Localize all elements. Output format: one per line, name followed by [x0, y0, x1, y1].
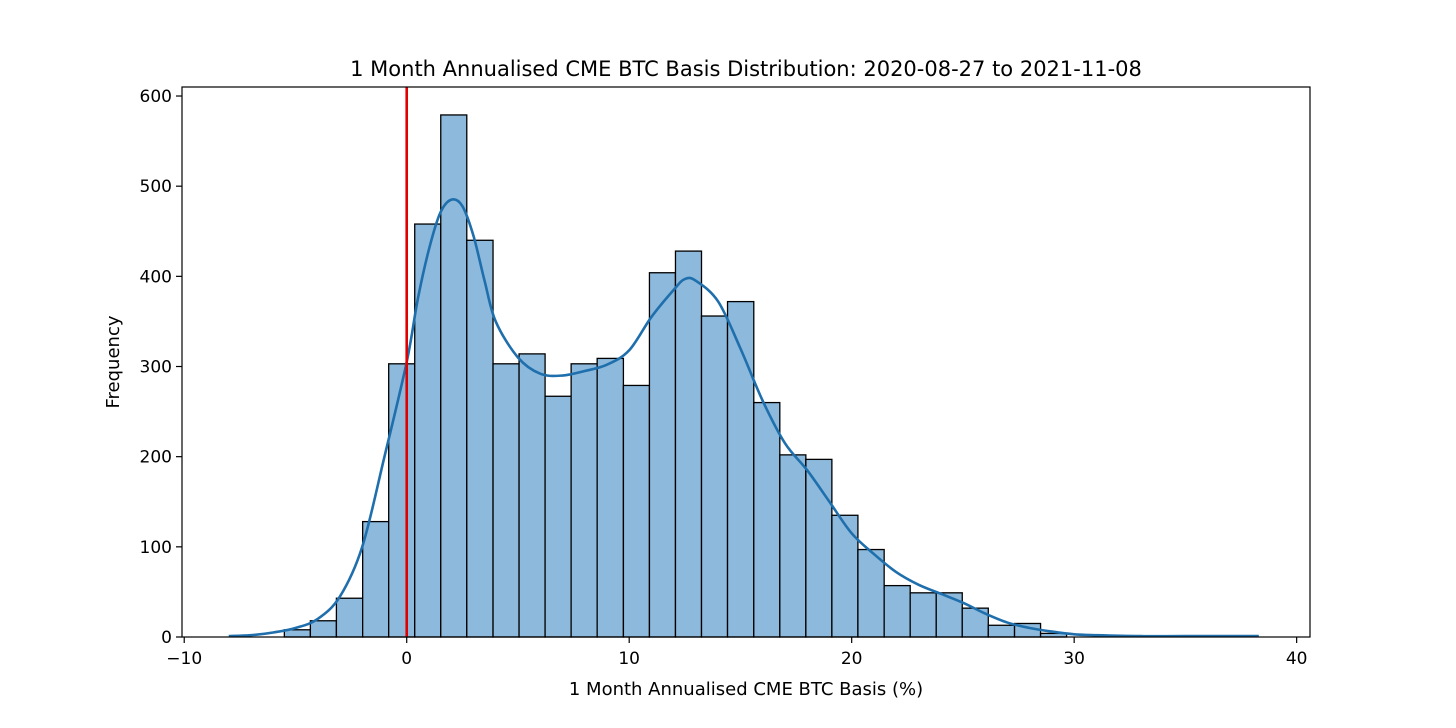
x-tick-label: 20	[841, 649, 863, 669]
histogram-bar	[831, 514, 859, 638]
y-tick-label: 0	[161, 628, 172, 648]
y-tick-label: 300	[140, 358, 172, 378]
x-axis-label: 1 Month Annualised CME BTC Basis (%)	[569, 679, 923, 700]
y-tick-label: 600	[140, 87, 172, 107]
histogram-bar	[335, 597, 364, 638]
plot-frame	[181, 86, 1311, 638]
x-tick-label: 40	[1286, 649, 1308, 669]
x-tick-label: 10	[618, 649, 640, 669]
histogram-bar	[362, 520, 390, 638]
histogram-bar	[570, 363, 598, 638]
x-tick-label: 0	[401, 649, 412, 669]
y-axis: 0 100 200 300 400 500 600	[140, 87, 182, 648]
histogram-bar	[414, 223, 442, 638]
x-tick-label: −10	[166, 649, 202, 669]
histogram-bars	[283, 114, 1068, 638]
histogram-bar	[674, 250, 703, 638]
histogram-bar	[309, 620, 338, 638]
x-axis: −10 0 10 20 30 40	[166, 637, 1307, 669]
y-tick-label: 100	[140, 538, 172, 558]
y-tick-label: 400	[140, 267, 172, 287]
kde-curve	[228, 198, 1259, 638]
histogram-bar	[648, 272, 677, 638]
histogram-bar	[622, 384, 651, 638]
histogram-bar	[779, 454, 807, 638]
histogram-bar	[857, 548, 885, 638]
chart-title: 1 Month Annualised CME BTC Basis Distrib…	[350, 57, 1142, 81]
histogram-bar	[909, 592, 937, 638]
histogram-bar	[518, 353, 546, 638]
y-tick-label: 500	[140, 177, 172, 197]
histogram-bar	[883, 584, 911, 638]
histogram-bar	[596, 357, 625, 638]
histogram-bar	[544, 395, 572, 638]
histogram-bar	[700, 315, 729, 638]
histogram-bar	[440, 114, 468, 638]
y-tick-label: 200	[140, 448, 172, 468]
histogram-bar	[753, 401, 781, 638]
y-axis-label: Frequency	[103, 315, 124, 408]
x-tick-label: 30	[1063, 649, 1085, 669]
histogram-bar	[388, 363, 416, 638]
histogram-bar	[987, 624, 1016, 638]
histogram-bar	[492, 363, 520, 638]
